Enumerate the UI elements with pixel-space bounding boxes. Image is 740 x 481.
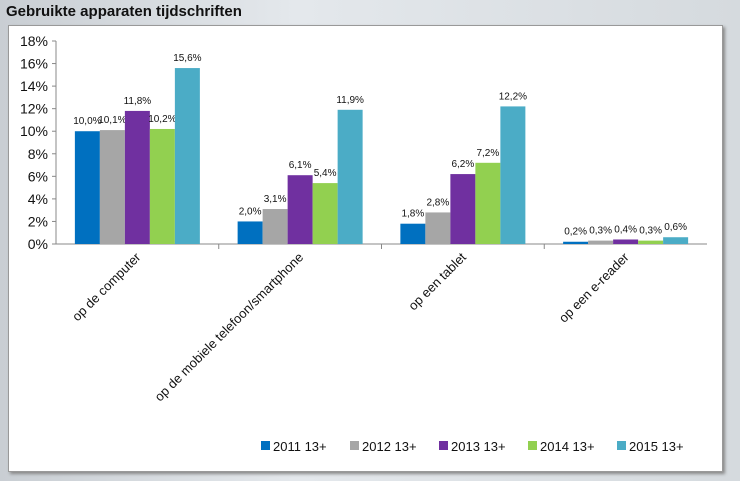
y-tick-label: 4% [28, 191, 48, 207]
data-label: 0,3% [639, 226, 662, 237]
y-tick-label: 14% [20, 78, 48, 94]
data-label: 0,3% [589, 226, 612, 237]
legend-swatch [350, 441, 359, 450]
data-label: 15,6% [173, 53, 201, 64]
data-label: 11,8% [124, 96, 152, 107]
data-label: 2,0% [239, 206, 262, 217]
bar [287, 175, 313, 244]
bar [124, 110, 150, 244]
y-tick-label: 12% [20, 101, 48, 117]
x-tick-label: op de computer [69, 249, 144, 324]
data-label: 0,4% [614, 224, 637, 235]
y-tick-label: 6% [28, 168, 48, 184]
bar [312, 183, 338, 244]
legend-swatch [439, 441, 448, 450]
bar [500, 106, 526, 245]
x-tick-label: op een tablet [405, 249, 469, 313]
x-tick-label: op de mobiele telefoon/smartphone [152, 250, 307, 405]
y-tick-label: 0% [28, 236, 48, 252]
bar [337, 109, 363, 245]
data-label: 1,8% [401, 209, 424, 220]
legend-label: 2015 13+ [629, 439, 684, 454]
data-label: 10,2% [148, 114, 176, 125]
x-tick-label: op een e-reader [556, 249, 632, 325]
data-label: 6,1% [289, 160, 312, 171]
bar [638, 240, 664, 244]
bar [99, 130, 125, 244]
chart-title: Gebruikte apparaten tijdschriften [6, 3, 242, 20]
data-label: 7,2% [476, 148, 499, 159]
bar [74, 131, 100, 244]
data-label: 2,8% [426, 197, 449, 208]
legend-swatch [261, 441, 270, 450]
data-label: 5,4% [314, 168, 337, 179]
y-tick-label: 8% [28, 146, 48, 162]
legend-label: 2014 13+ [540, 439, 595, 454]
legend-label: 2012 13+ [362, 439, 417, 454]
data-label: 3,1% [264, 194, 287, 205]
bar [475, 162, 501, 244]
data-label: 11,9% [336, 95, 364, 106]
chart-frame [8, 25, 723, 472]
legend-label: 2013 13+ [451, 439, 506, 454]
bar [588, 240, 614, 244]
bar [663, 237, 689, 244]
data-label: 0,6% [664, 222, 687, 233]
data-label: 6,2% [451, 159, 474, 170]
legend-label: 2011 13+ [273, 439, 327, 454]
bar [262, 209, 288, 244]
legend-swatch [528, 441, 537, 450]
bar [450, 174, 476, 244]
y-tick-label: 16% [20, 56, 48, 72]
bar [563, 241, 589, 244]
bar [400, 223, 426, 244]
data-label: 0,2% [564, 227, 587, 238]
bar [149, 128, 175, 244]
bar [174, 68, 200, 244]
y-tick-label: 10% [20, 123, 48, 139]
bar [425, 212, 451, 244]
bar [613, 239, 639, 244]
legend-swatch [617, 441, 626, 450]
y-tick-label: 18% [20, 33, 48, 49]
data-label: 12,2% [499, 91, 527, 102]
y-tick-label: 2% [28, 213, 48, 229]
data-label: 10,1% [98, 115, 126, 126]
data-label: 10,0% [73, 116, 101, 127]
bar [237, 221, 263, 244]
